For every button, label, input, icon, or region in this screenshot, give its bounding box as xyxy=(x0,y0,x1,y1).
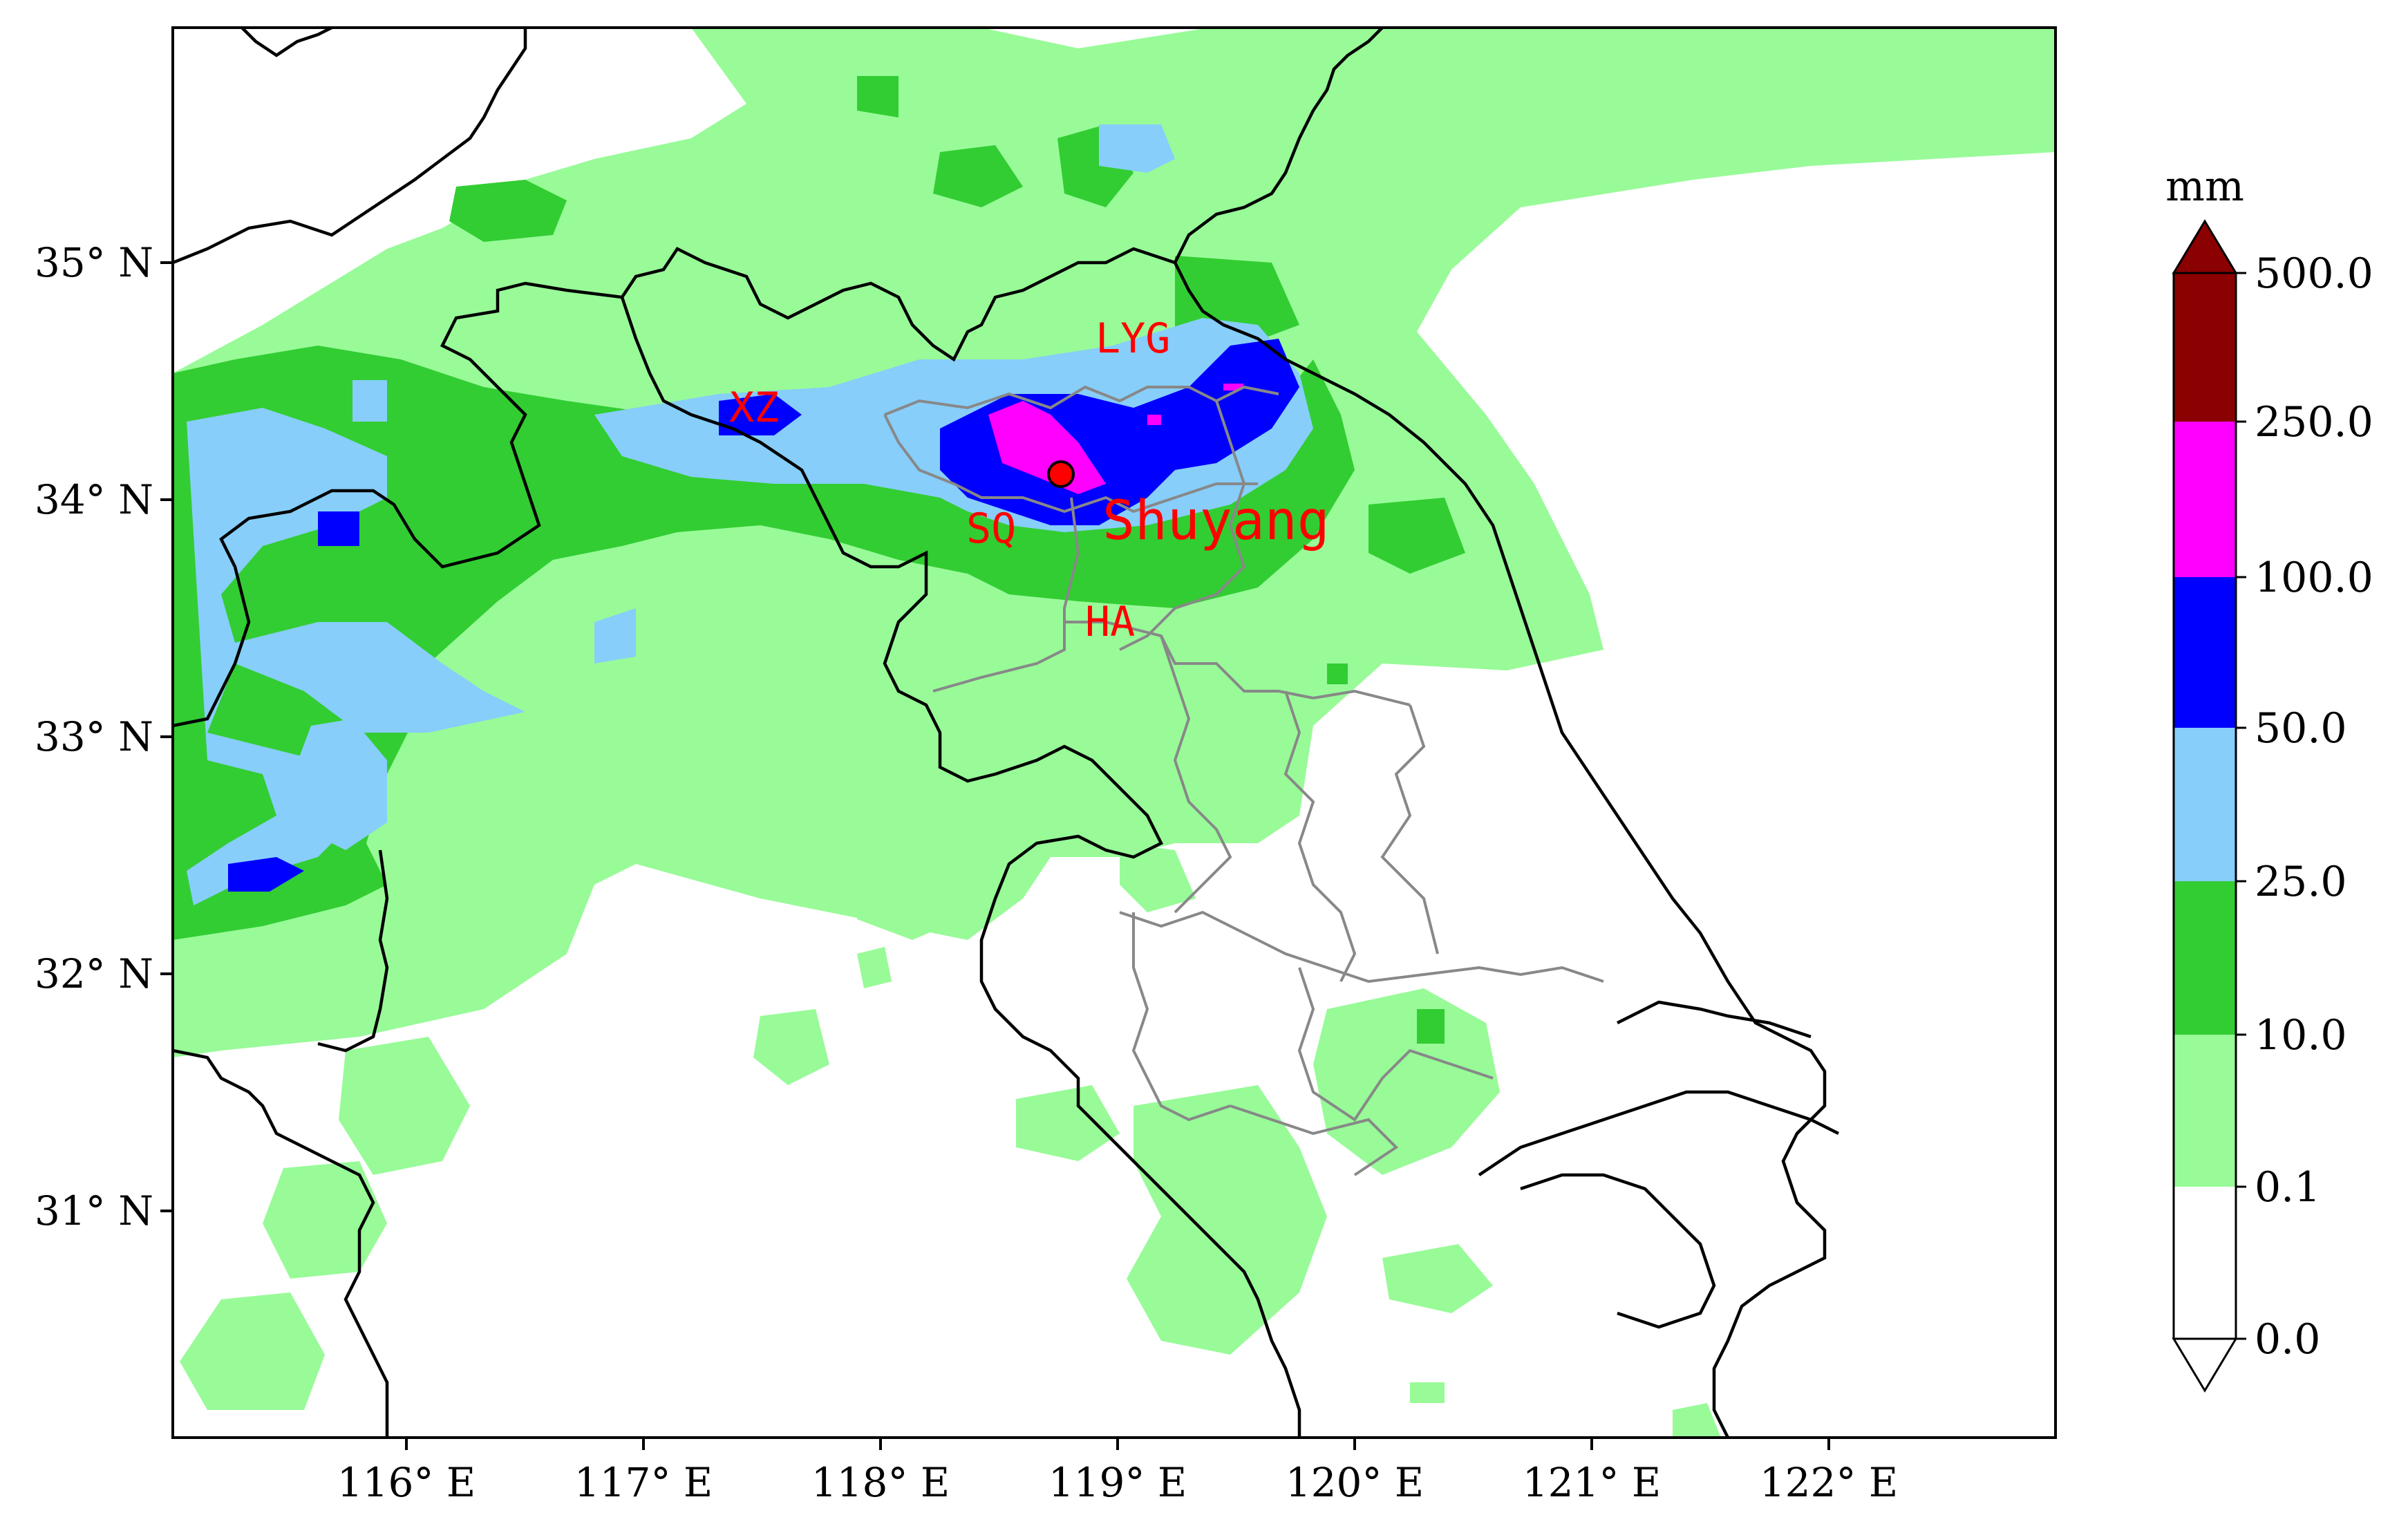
city-labels: XZ LYG SQ HA Shuyang xyxy=(729,314,1330,646)
colorbar-bin-01-10 xyxy=(2174,1035,2236,1187)
colorbar-unit-label: mm xyxy=(2165,162,2244,211)
lon-label-116: 116° E xyxy=(337,1459,476,1506)
colorbar-extend-max xyxy=(2172,219,2238,274)
colorbar-bin-250-500 xyxy=(2174,273,2236,422)
latitude-labels: 35° N 34° N 33° N 32° N 31° N xyxy=(35,239,153,1234)
city-label-sq: SQ xyxy=(966,505,1016,553)
colorbar-bin-50-100 xyxy=(2174,577,2236,728)
lat-label-31: 31° N xyxy=(35,1187,153,1234)
lat-label-32: 32° N xyxy=(35,950,153,997)
colorbar-bin-10-25 xyxy=(2174,881,2236,1035)
city-label-lyg: LYG xyxy=(1095,314,1170,363)
longitude-labels: 116° E 117° E 118° E 119° E 120° E 121° … xyxy=(337,1459,1898,1506)
coastline-and-borders xyxy=(173,28,1840,1438)
colorbar-bin-0-01 xyxy=(2174,1187,2236,1339)
colorbar-label-25: 25.0 xyxy=(2255,858,2347,906)
city-label-xz: XZ xyxy=(729,384,779,432)
map-ticks xyxy=(160,261,1830,1450)
lon-label-119: 119° E xyxy=(1048,1459,1187,1506)
colorbar-ticks xyxy=(2236,272,2246,1340)
lat-label-34: 34° N xyxy=(35,476,153,523)
lon-label-121: 121° E xyxy=(1523,1459,1661,1506)
rain-band-blue xyxy=(228,339,1299,892)
city-label-ha: HA xyxy=(1085,598,1135,646)
rain-band-magenta xyxy=(988,384,1244,494)
city-label-shuyang: Shuyang xyxy=(1102,490,1330,552)
colorbar-bin-25-50 xyxy=(2174,728,2236,881)
colorbar: mm 500.0 250.0 100.0 50.0 25.0 xyxy=(2165,162,2373,1393)
colorbar-label-100: 100.0 xyxy=(2255,554,2373,602)
shuyang-station-marker xyxy=(1047,460,1075,488)
colorbar-bin-100-250 xyxy=(2174,422,2236,577)
colorbar-labels: 500.0 250.0 100.0 50.0 25.0 10.0 0.1 0.0 xyxy=(2255,250,2373,1364)
lon-label-118: 118° E xyxy=(811,1459,950,1506)
lon-label-122: 122° E xyxy=(1760,1459,1898,1506)
colorbar-label-50: 50.0 xyxy=(2255,704,2347,753)
precipitation-field xyxy=(173,28,2056,1438)
colorbar-label-500: 500.0 xyxy=(2255,250,2373,298)
lat-label-33: 33° N xyxy=(35,713,153,760)
colorbar-label-01: 0.1 xyxy=(2255,1163,2320,1212)
lat-label-35: 35° N xyxy=(35,239,153,286)
province-boundaries xyxy=(883,385,1604,1176)
map-frame xyxy=(171,26,2057,1439)
map-panel: 116° E 117° E 118° E 119° E 120° E 121° … xyxy=(35,26,2057,1506)
colorbar-label-10: 10.0 xyxy=(2255,1011,2347,1060)
colorbar-extend-min xyxy=(2172,1337,2238,1393)
colorbar-label-250: 250.0 xyxy=(2255,398,2373,446)
colorbar-frame xyxy=(2172,272,2237,1340)
lon-label-120: 120° E xyxy=(1286,1459,1424,1506)
lon-label-117: 117° E xyxy=(574,1459,713,1506)
colorbar-label-0: 0.0 xyxy=(2255,1315,2320,1364)
